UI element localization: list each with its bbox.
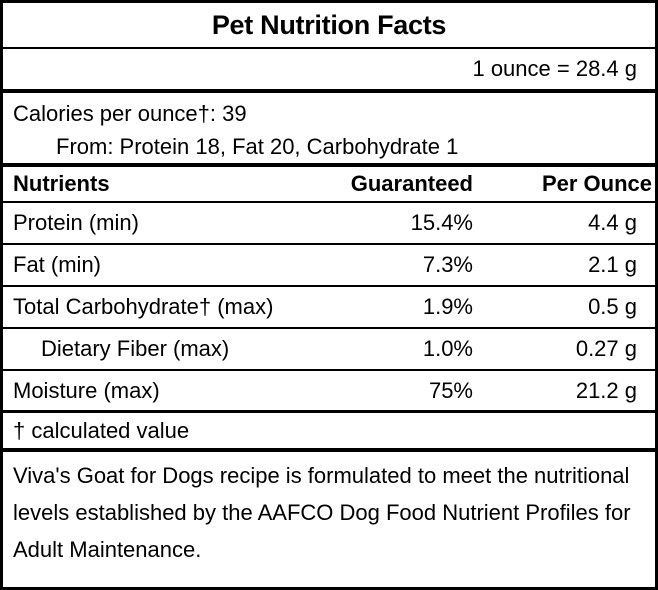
- nutrient-name-cell: Protein (min): [13, 210, 139, 235]
- calories-from-text: From: Protein 18, Fat 20, Carbohydrate 1: [56, 134, 459, 159]
- nutrients-table-header: Nutrients Guaranteed Per Ounce: [3, 167, 655, 203]
- aafco-statement: Viva's Goat for Dogs recipe is formulate…: [3, 452, 655, 587]
- calories-section: Calories per ounce†: 39 From: Protein 18…: [3, 93, 655, 167]
- footnote-text: † calculated value: [13, 417, 190, 443]
- table-row-fat: Fat (min) 7.3% 2.1 g: [3, 245, 655, 287]
- label-header: Pet Nutrition Facts: [3, 3, 655, 49]
- table-row-total-carbohydrate: Total Carbohydrate† (max) 1.9% 0.5 g: [3, 287, 655, 329]
- serving-equivalence-row: 1 ounce = 28.4 g: [3, 49, 655, 93]
- header-guaranteed: Guaranteed: [350, 171, 473, 196]
- per-ounce-value-cell: 21.2 g: [575, 377, 637, 403]
- table-row-dietary-fiber: Dietary Fiber (max) 1.0% 0.27 g: [3, 329, 655, 371]
- guaranteed-value-cell: 7.3%: [422, 252, 473, 277]
- table-row-moisture: Moisture (max) 75% 21.2 g: [3, 371, 655, 413]
- nutrient-name-cell: Fat (min): [13, 252, 101, 277]
- header-nutrients: Nutrients: [13, 171, 110, 196]
- calories-per-ounce-text: Calories per ounce†: 39: [13, 101, 247, 126]
- nutrient-name-cell: Dietary Fiber (max): [41, 336, 230, 361]
- label-title: Pet Nutrition Facts: [211, 9, 447, 40]
- calculated-value-footnote: † calculated value: [3, 413, 655, 452]
- guaranteed-value-cell: 15.4%: [410, 210, 473, 235]
- table-row-protein: Protein (min) 15.4% 4.4 g: [3, 203, 655, 245]
- aafco-statement-text: Viva's Goat for Dogs recipe is formulate…: [13, 463, 631, 562]
- header-per-ounce: Per Ounce: [541, 171, 652, 196]
- guaranteed-value-cell: 1.9%: [422, 294, 473, 319]
- per-ounce-value-cell: 0.27 g: [575, 336, 637, 361]
- serving-equivalence-text: 1 ounce = 28.4 g: [472, 56, 637, 81]
- guaranteed-value-cell: 1.0%: [422, 336, 473, 361]
- per-ounce-value-cell: 4.4 g: [588, 210, 637, 235]
- nutrient-name-cell: Moisture (max): [13, 377, 160, 403]
- per-ounce-value-cell: 0.5 g: [588, 294, 637, 319]
- guaranteed-value-cell: 75%: [428, 377, 473, 403]
- per-ounce-value-cell: 2.1 g: [588, 252, 637, 277]
- nutrient-name-cell: Total Carbohydrate† (max): [13, 294, 274, 319]
